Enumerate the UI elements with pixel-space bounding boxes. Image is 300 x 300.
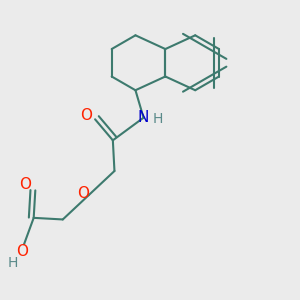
- Text: O: O: [80, 108, 92, 123]
- Text: H: H: [153, 112, 163, 126]
- Text: O: O: [16, 244, 28, 259]
- Text: H: H: [8, 256, 18, 270]
- Text: O: O: [20, 177, 32, 192]
- Text: N: N: [138, 110, 149, 125]
- Text: O: O: [77, 186, 89, 201]
